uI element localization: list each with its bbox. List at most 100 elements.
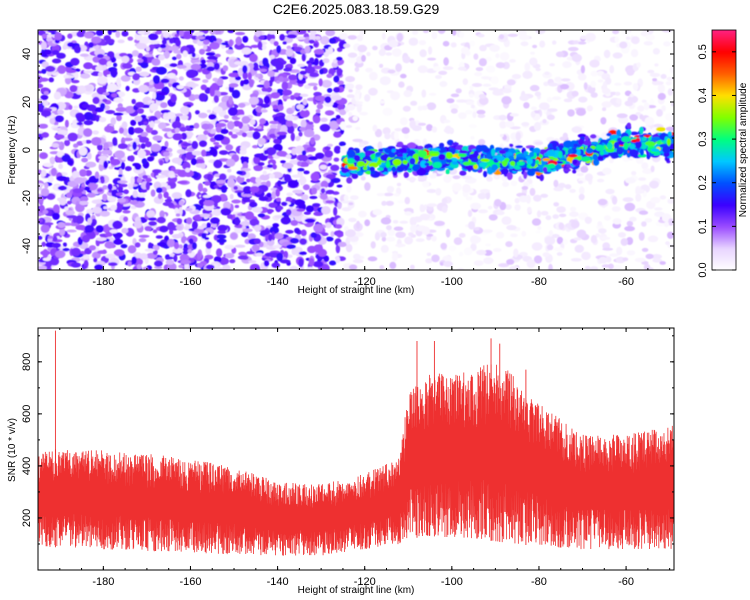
heatmap-cell — [276, 131, 288, 136]
colorbar-swatch — [712, 178, 736, 181]
heatmap-cell — [113, 249, 125, 257]
heatmap-cell — [426, 203, 438, 207]
heatmap-cell — [385, 200, 394, 206]
heatmap-cell — [616, 129, 621, 137]
colorbar-swatch — [712, 170, 736, 173]
heatmap-cell — [105, 253, 116, 259]
x-tick-label: -80 — [531, 276, 547, 288]
colorbar-swatch — [712, 46, 736, 49]
heatmap-cell — [199, 48, 205, 55]
heatmap-cell — [406, 177, 417, 181]
heatmap-cell — [319, 193, 328, 200]
colorbar-swatch — [712, 82, 736, 85]
heatmap-cell — [387, 167, 392, 172]
heatmap-cell — [72, 215, 78, 223]
heatmap-cell — [632, 83, 639, 91]
heatmap-cell — [526, 259, 536, 269]
heatmap-cell — [446, 139, 454, 146]
heatmap-cell — [192, 150, 202, 156]
heatmap-cell — [234, 61, 242, 65]
heatmap-cell — [319, 68, 324, 75]
heatmap-cell — [200, 163, 206, 169]
colorbar-swatch — [712, 234, 736, 237]
heatmap-cell — [443, 119, 451, 124]
heatmap-cell — [83, 70, 93, 74]
colorbar-swatch — [712, 100, 736, 103]
heatmap-cell — [286, 34, 297, 39]
heatmap-cell — [595, 144, 605, 151]
heatmap-cell — [51, 50, 60, 55]
colorbar-swatch — [712, 84, 736, 87]
heatmap-cell — [280, 160, 286, 164]
heatmap-cell — [86, 152, 92, 160]
heatmap-cell — [143, 121, 149, 125]
heatmap-cell — [243, 156, 249, 160]
colorbar-swatch — [712, 56, 736, 59]
heatmap-cell — [185, 167, 191, 173]
heatmap-cell — [159, 44, 167, 49]
heatmap-cell — [151, 58, 161, 66]
heatmap-cell — [177, 180, 188, 184]
heatmap-cell — [276, 150, 288, 157]
heatmap-cell — [642, 168, 653, 174]
heatmap-cell — [562, 239, 569, 245]
heatmap-cell — [473, 53, 479, 60]
heatmap-cell — [217, 186, 229, 190]
heatmap-cell — [204, 237, 209, 240]
heatmap-cell — [49, 117, 56, 125]
heatmap-cell — [293, 46, 303, 52]
heatmap-cell — [534, 91, 542, 97]
heatmap-cell — [75, 203, 85, 213]
heatmap-cell — [301, 150, 307, 156]
heatmap-cell — [202, 194, 211, 198]
heatmap-cell — [280, 124, 288, 134]
heatmap-cell — [388, 152, 396, 158]
heatmap-cell — [392, 220, 399, 224]
colorbar-swatch — [712, 54, 736, 57]
heatmap-cell — [171, 234, 183, 239]
heatmap-cell — [71, 170, 80, 179]
heatmap-cell — [269, 54, 276, 60]
heatmap-cell — [43, 222, 54, 226]
heatmap-cell — [165, 111, 176, 120]
heatmap-cell — [194, 31, 205, 36]
heatmap-cell — [174, 127, 180, 133]
heatmap-cell — [539, 174, 544, 182]
colorbar-swatch — [712, 44, 736, 47]
colorbar-swatch — [712, 208, 736, 211]
heatmap-cell — [295, 36, 306, 40]
heatmap-cell — [198, 93, 207, 102]
heatmap-cell — [152, 229, 158, 234]
heatmap-cell — [98, 117, 107, 123]
heatmap-cell — [140, 131, 149, 137]
heatmap-cell — [69, 85, 78, 93]
heatmap-cell — [548, 263, 553, 270]
heatmap-cell — [404, 211, 413, 216]
heatmap-cell — [396, 32, 404, 42]
heatmap-cell — [529, 151, 535, 158]
heatmap-cell — [98, 71, 103, 78]
colorbar-swatch — [712, 222, 736, 225]
heatmap-cell — [83, 186, 91, 191]
heatmap-cell — [261, 44, 267, 50]
heatmap-cell — [276, 252, 284, 262]
heatmap-cell — [660, 74, 667, 79]
heatmap-cell — [439, 142, 445, 148]
heatmap-cell — [137, 149, 146, 159]
y-tick-label: -40 — [21, 238, 33, 254]
heatmap-cell — [173, 50, 183, 54]
heatmap-cell — [492, 89, 503, 96]
colorbar-swatch — [712, 98, 736, 101]
heatmap-cell — [191, 77, 201, 81]
heatmap-cell — [169, 229, 174, 235]
heatmap-cell — [148, 242, 153, 250]
heatmap-cell — [307, 121, 314, 125]
heatmap-cell — [417, 174, 428, 181]
heatmap-cell — [657, 92, 666, 101]
colorbar-swatch — [712, 232, 736, 235]
heatmap-cell — [606, 132, 612, 137]
heatmap-cell — [216, 77, 224, 87]
heatmap-cell — [42, 257, 51, 262]
heatmap-cell — [477, 33, 485, 38]
colorbar-swatch — [712, 202, 736, 205]
